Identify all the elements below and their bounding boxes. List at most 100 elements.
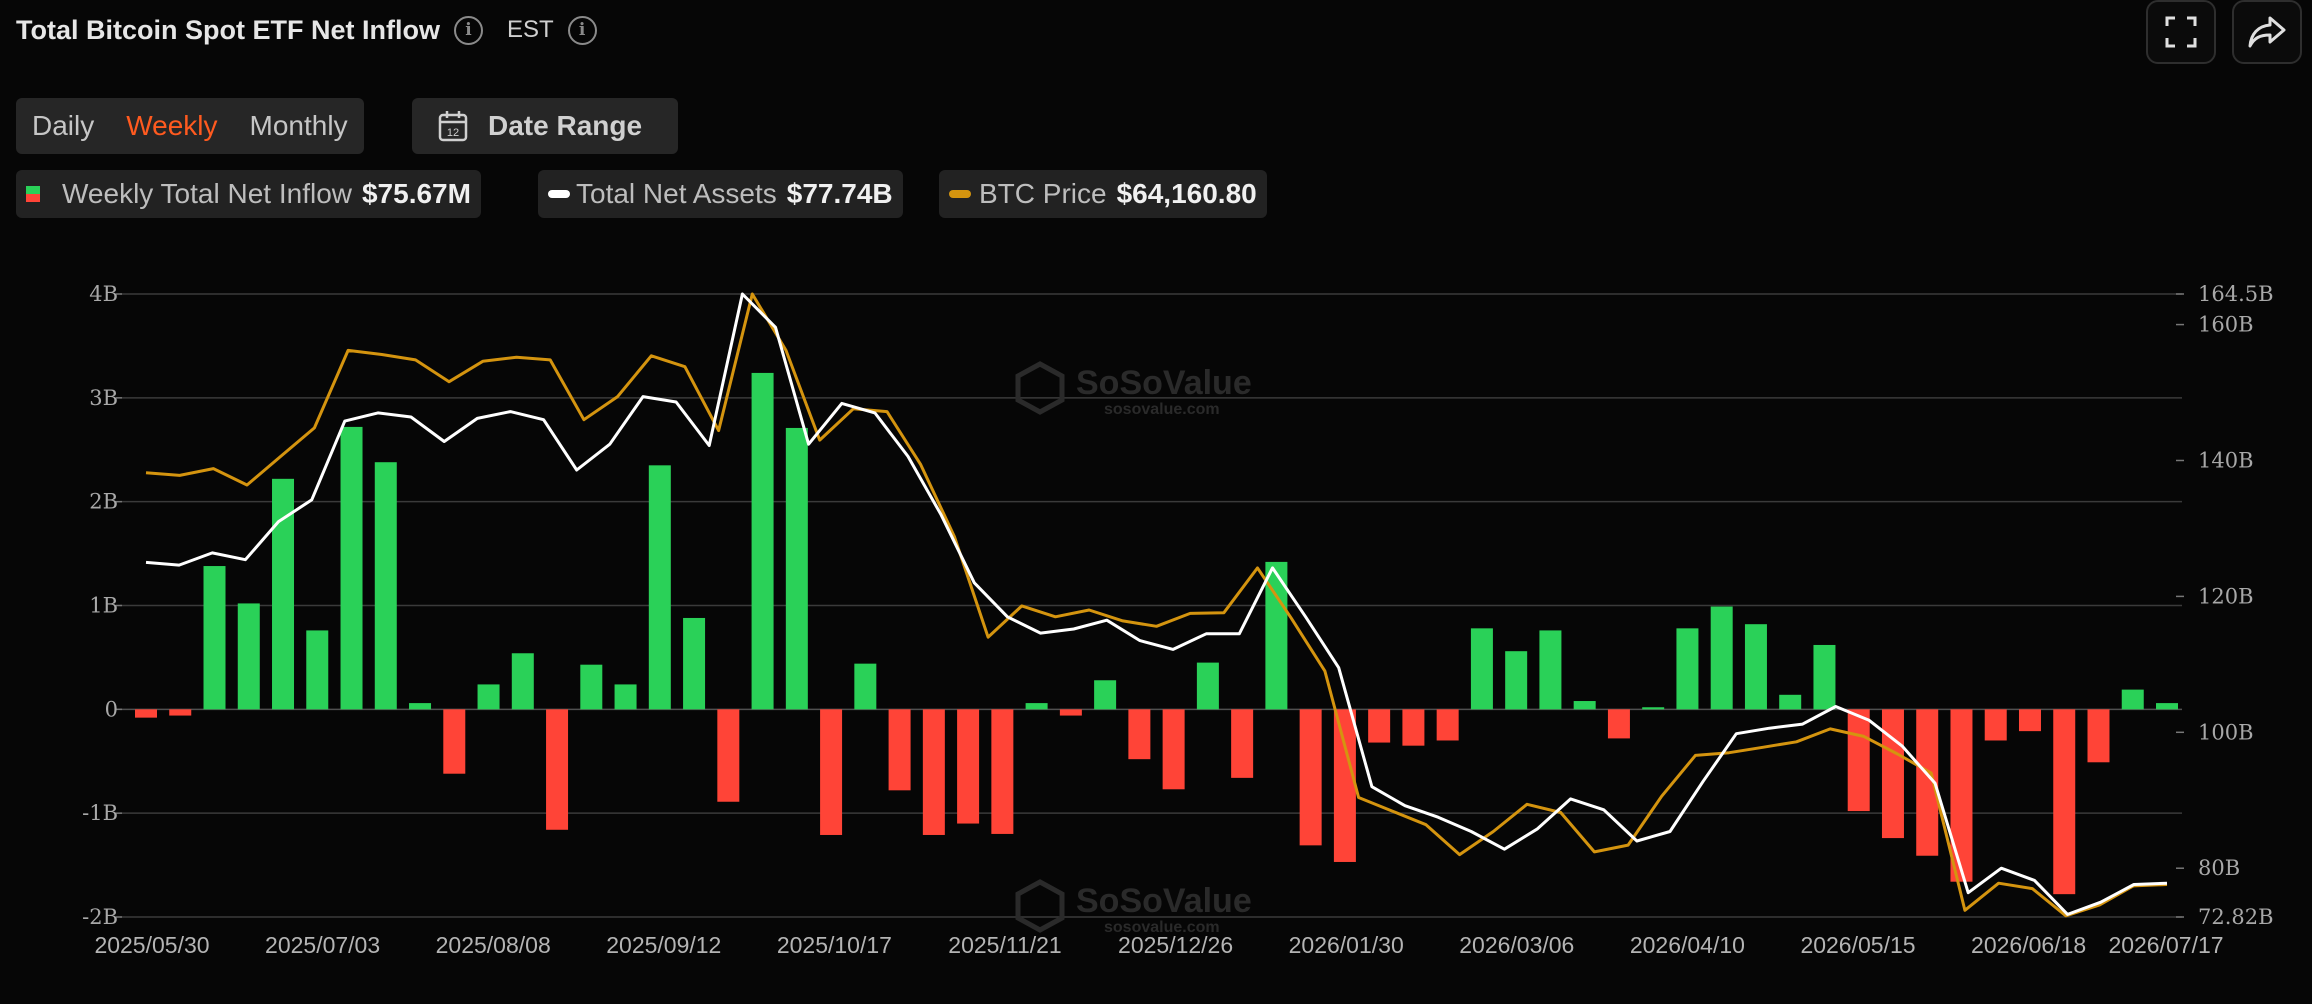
watermark-name: SoSoValue — [1076, 364, 1252, 402]
right-tick-label: 100B — [2198, 720, 2254, 744]
x-tick-label: 2025/09/12 — [606, 932, 721, 958]
tab-daily[interactable]: Daily — [32, 110, 95, 141]
x-tick-label: 2026/03/06 — [1459, 932, 1574, 958]
legend-label: Total Net Assets — [576, 178, 777, 209]
watermark-logo — [1015, 361, 1065, 415]
x-tick-label: 2025/08/08 — [436, 932, 551, 958]
date-range-button[interactable]: 12 Date Range — [412, 98, 678, 154]
x-tick-label: 2025/07/03 — [265, 932, 380, 958]
watermark-logo — [1015, 879, 1065, 933]
left-axis: 4B 3B 2B 1B 0 -1B -2B — [82, 282, 122, 929]
timezone-info-icon[interactable]: i — [567, 15, 597, 45]
x-tick-label: 2025/11/21 — [948, 932, 1061, 958]
inflow-bar — [477, 684, 500, 710]
green-red-bar-icon — [26, 186, 40, 202]
x-tick-label: 2026/01/30 — [1289, 932, 1404, 958]
inflow-bar — [374, 462, 397, 710]
outflow-bar — [1231, 709, 1254, 778]
outflow-bar — [820, 709, 843, 835]
outflow-bar — [1950, 709, 1973, 882]
right-tick-label: 164.5B — [2198, 282, 2274, 306]
watermark-url: sosovalue.com — [1104, 919, 1220, 936]
x-tick-label: 2026/05/15 — [1800, 932, 1915, 958]
inflow-bar — [2156, 703, 2178, 710]
outflow-bar — [1368, 709, 1391, 743]
x-tick-label: 2026/04/10 — [1630, 932, 1745, 958]
left-tick-label: 3B — [89, 386, 118, 410]
inflow-bar — [1539, 630, 1562, 710]
total-net-assets-line — [145, 292, 2168, 916]
inflow-bar — [751, 372, 774, 710]
calendar-icon-number: 12 — [447, 127, 459, 139]
right-axis: 164.5B 160B 140B 120B 100B 80B 72.82B — [2176, 282, 2274, 929]
outflow-bar — [1059, 709, 1082, 716]
outflow-bar — [888, 709, 911, 791]
period-tabs: Daily Weekly Monthly — [16, 98, 364, 154]
outflow-bar — [546, 709, 569, 830]
right-tick-label: 160B — [2198, 313, 2254, 337]
legend-label: Weekly Total Net Inflow — [62, 178, 352, 209]
page-title: Total Bitcoin Spot ETF Net Inflow — [16, 14, 440, 45]
watermark-url: sosovalue.com — [1104, 401, 1220, 418]
inflow-bars — [135, 372, 2178, 895]
legend-item-inflow[interactable]: Weekly Total Net Inflow $75.67M — [16, 170, 481, 218]
share-button[interactable] — [2232, 0, 2302, 64]
inflow-bar — [409, 703, 432, 710]
outflow-bar — [1162, 709, 1185, 790]
inflow-bar — [1813, 644, 1836, 710]
outflow-bar — [2018, 709, 2041, 732]
outflow-bar — [2053, 709, 2076, 895]
inflow-bar — [1025, 703, 1048, 710]
inflow-bar — [203, 566, 226, 710]
x-tick-label: 2025/12/26 — [1118, 932, 1233, 958]
outflow-bar — [135, 709, 157, 718]
right-tick-label: 120B — [2198, 584, 2254, 608]
legend-item-assets[interactable]: Total Net Assets $77.74B — [538, 170, 903, 218]
outflow-bar — [1402, 709, 1425, 746]
info-icon[interactable]: i — [453, 15, 483, 45]
inflow-bar — [1470, 628, 1493, 710]
legend-value: $77.74B — [786, 178, 893, 209]
share-icon — [2248, 16, 2286, 48]
inflow-bar — [272, 478, 295, 710]
outflow-bar — [1881, 709, 1904, 839]
x-tick-label: 2026/07/17 — [2108, 932, 2223, 958]
left-tick-label: 2B — [89, 490, 118, 514]
inflow-bar — [854, 663, 877, 710]
left-tick-label: -1B — [82, 801, 118, 825]
legend-item-price[interactable]: BTC Price $64,160.80 — [939, 170, 1267, 218]
left-tick-label: 4B — [89, 282, 118, 306]
fullscreen-button[interactable] — [2146, 0, 2216, 64]
inflow-bar — [1094, 680, 1117, 710]
inflow-bar — [785, 427, 808, 710]
outflow-bar — [957, 709, 980, 824]
outflow-bar — [991, 709, 1014, 834]
right-tick-label: 72.82B — [2198, 905, 2274, 929]
series-lines — [145, 292, 2168, 918]
outflow-bar — [1607, 709, 1630, 739]
inflow-bar — [511, 653, 534, 710]
outflow-bar — [1984, 709, 2007, 741]
outflow-bar — [1847, 709, 1870, 812]
tab-weekly[interactable]: Weekly — [126, 110, 218, 141]
outflow-bar — [443, 709, 466, 774]
left-tick-label: 0 — [105, 697, 118, 721]
inflow-bar — [1265, 561, 1288, 710]
inflow-bar — [683, 617, 706, 710]
inflow-bar — [1676, 628, 1699, 710]
tab-monthly[interactable]: Monthly — [249, 110, 348, 141]
right-tick-label: 140B — [2198, 448, 2254, 472]
orange-line-icon — [949, 190, 971, 198]
outflow-bar — [922, 709, 945, 835]
fullscreen-icon — [2165, 16, 2197, 48]
inflow-bar — [237, 603, 260, 710]
x-axis: 2025/05/30 2025/07/03 2025/08/08 2025/09/12… — [94, 932, 2223, 958]
left-tick-label: -2B — [82, 905, 118, 929]
inflow-bar — [1744, 624, 1767, 710]
inflow-bar — [580, 664, 603, 710]
timezone-label: EST — [506, 16, 554, 43]
watermark-name: SoSoValue — [1076, 882, 1252, 920]
outflow-bar — [1333, 709, 1356, 862]
